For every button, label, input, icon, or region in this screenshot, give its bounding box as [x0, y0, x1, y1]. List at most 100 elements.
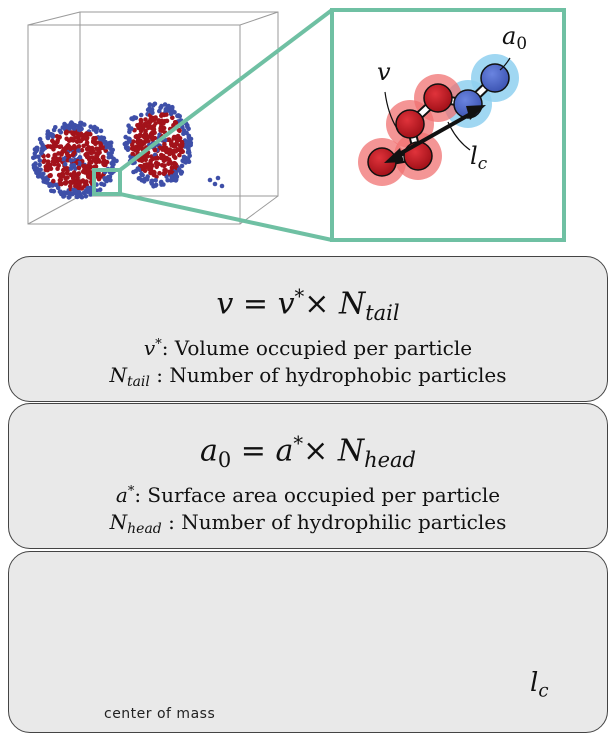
particle — [150, 163, 155, 168]
particle — [144, 138, 150, 143]
particle — [54, 134, 60, 139]
particle — [157, 170, 162, 176]
particle — [33, 161, 38, 166]
particle — [138, 119, 144, 124]
particle — [40, 146, 45, 151]
particle — [134, 133, 139, 139]
particle — [44, 180, 50, 185]
particle — [159, 155, 164, 161]
particle — [161, 121, 166, 126]
particle — [145, 154, 150, 159]
particle — [58, 181, 64, 187]
particle — [37, 162, 42, 168]
particle — [114, 158, 119, 164]
particle — [147, 166, 152, 172]
particle — [129, 116, 134, 121]
particle — [94, 129, 99, 135]
particle — [166, 103, 171, 109]
particle — [51, 178, 56, 184]
particle — [88, 131, 93, 137]
particle — [142, 176, 148, 182]
particle — [127, 139, 132, 144]
particle — [57, 128, 63, 134]
particle — [67, 145, 73, 151]
particle — [165, 177, 170, 183]
particle — [57, 189, 63, 195]
particle — [171, 154, 177, 159]
particle — [31, 155, 36, 161]
particle — [40, 175, 46, 181]
particle — [34, 145, 39, 151]
particle — [126, 123, 131, 128]
particle — [90, 155, 95, 160]
particle — [73, 135, 78, 140]
particle — [79, 194, 85, 200]
particle — [187, 153, 192, 158]
particle — [94, 146, 99, 151]
particle — [83, 152, 88, 157]
particle — [173, 171, 179, 177]
particle — [75, 131, 80, 137]
tail-volume-panel: v = v*× Ntail v*: Volume occupied per pa… — [8, 256, 608, 402]
particle — [123, 134, 128, 140]
particle — [185, 145, 191, 150]
particle — [159, 103, 164, 109]
particle — [32, 165, 38, 170]
particle — [146, 125, 151, 131]
particle — [58, 144, 64, 149]
particle — [67, 191, 72, 196]
particle — [184, 130, 189, 136]
particle — [101, 154, 106, 160]
particle — [71, 162, 77, 168]
particle — [152, 101, 158, 107]
particle — [67, 153, 72, 159]
tail-bead — [423, 83, 453, 113]
particle — [98, 135, 104, 141]
particle — [159, 182, 164, 187]
inset-molecule — [358, 54, 519, 186]
particle — [106, 154, 112, 160]
particle — [139, 141, 144, 146]
particle — [76, 165, 82, 171]
particle — [173, 120, 179, 125]
particle — [169, 176, 175, 181]
particle — [71, 145, 76, 150]
particle — [84, 131, 89, 136]
particle — [86, 163, 91, 168]
particle — [57, 156, 63, 161]
particle — [69, 120, 74, 125]
free-particle — [215, 175, 221, 181]
particle — [49, 132, 54, 138]
zoom-source-rect — [92, 168, 122, 196]
particle — [162, 163, 167, 168]
particle — [88, 124, 93, 129]
particle — [71, 125, 76, 130]
particle — [68, 166, 74, 171]
particle — [76, 148, 81, 153]
particle — [37, 158, 43, 163]
particle — [131, 145, 137, 150]
particle — [150, 156, 156, 162]
particle — [45, 144, 51, 149]
particle — [161, 171, 167, 177]
particle — [72, 150, 77, 156]
particle — [62, 193, 67, 199]
particle — [164, 112, 169, 117]
particle — [83, 194, 89, 199]
particle — [164, 118, 170, 124]
particle — [53, 156, 59, 161]
equation-a0: a0 = a*× Nhead — [200, 432, 416, 473]
particle — [110, 161, 115, 166]
particle — [171, 134, 177, 140]
particle — [95, 173, 101, 179]
particle — [168, 161, 174, 166]
tail-bead — [403, 141, 433, 171]
particle — [147, 134, 153, 139]
particle — [41, 179, 46, 184]
particle — [151, 127, 157, 132]
particle — [55, 185, 61, 191]
particle — [61, 167, 66, 173]
particle — [186, 159, 192, 164]
particle — [74, 194, 79, 200]
